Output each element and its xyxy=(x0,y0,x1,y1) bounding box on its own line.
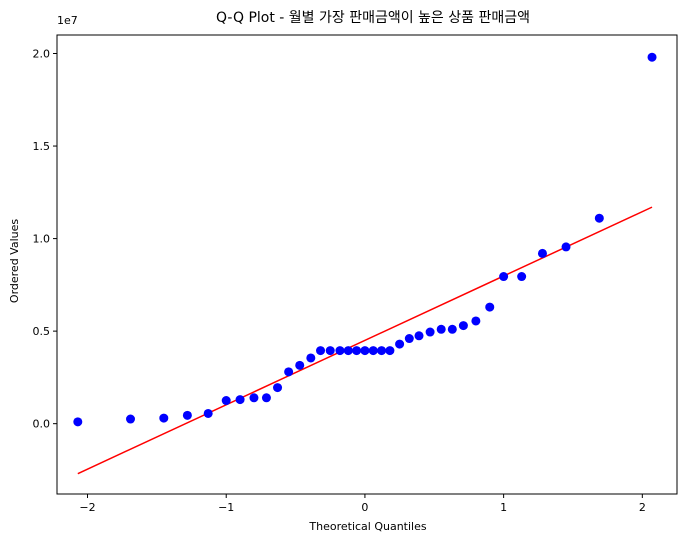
data-point xyxy=(499,272,509,282)
data-point xyxy=(284,367,294,377)
data-point xyxy=(273,383,283,393)
data-point xyxy=(414,331,424,341)
data-point xyxy=(404,334,414,344)
data-point xyxy=(126,414,136,424)
data-point xyxy=(395,339,405,349)
x-tick-label: −2 xyxy=(79,501,95,514)
data-point xyxy=(235,395,245,405)
chart-title: Q-Q Plot - 월별 가장 판매금액이 높은 상품 판매금액 xyxy=(216,10,530,26)
data-point xyxy=(485,302,495,312)
fit-line xyxy=(77,206,653,475)
data-point xyxy=(368,346,378,356)
data-point xyxy=(425,327,435,337)
data-point xyxy=(261,393,271,403)
y-axis: 0.0 0.5 1.0 1.5 2.0 xyxy=(33,48,57,431)
y-axis-label: Ordered Values xyxy=(8,219,21,303)
x-axis: −2 −1 0 1 2 xyxy=(79,494,646,514)
data-point xyxy=(249,393,259,403)
data-point xyxy=(221,396,231,406)
y-tick-label: 1.5 xyxy=(33,140,51,153)
data-point xyxy=(295,360,305,370)
data-point xyxy=(537,248,547,258)
x-tick-label: 2 xyxy=(639,501,646,514)
data-point xyxy=(325,346,335,356)
data-point xyxy=(647,52,657,62)
data-point xyxy=(203,408,213,418)
plot-area xyxy=(56,34,678,495)
data-point xyxy=(352,346,362,356)
y-tick-label: 2.0 xyxy=(33,48,51,61)
data-point xyxy=(561,242,571,252)
data-point xyxy=(159,413,169,423)
plot-frame xyxy=(56,34,678,495)
data-point xyxy=(316,346,326,356)
y-tick-label: 0.5 xyxy=(33,325,51,338)
data-point xyxy=(343,346,353,356)
data-point xyxy=(182,410,192,420)
data-point xyxy=(306,353,316,363)
data-point xyxy=(471,316,481,326)
data-point xyxy=(377,346,387,356)
data-point xyxy=(517,272,527,282)
x-axis-label: Theoretical Quantiles xyxy=(308,520,426,533)
data-point xyxy=(447,324,457,334)
x-tick-label: 1 xyxy=(500,501,507,514)
x-tick-label: 0 xyxy=(361,501,368,514)
data-point xyxy=(335,346,345,356)
data-point xyxy=(458,321,468,331)
data-point xyxy=(436,324,446,334)
data-point xyxy=(360,346,370,356)
y-tick-label: 0.0 xyxy=(33,418,51,431)
data-point xyxy=(385,346,395,356)
data-point xyxy=(73,417,83,427)
y-tick-label: 1.0 xyxy=(33,233,51,246)
x-tick-label: −1 xyxy=(218,501,234,514)
y-offset-text: 1e7 xyxy=(57,14,78,27)
data-point xyxy=(594,213,604,223)
